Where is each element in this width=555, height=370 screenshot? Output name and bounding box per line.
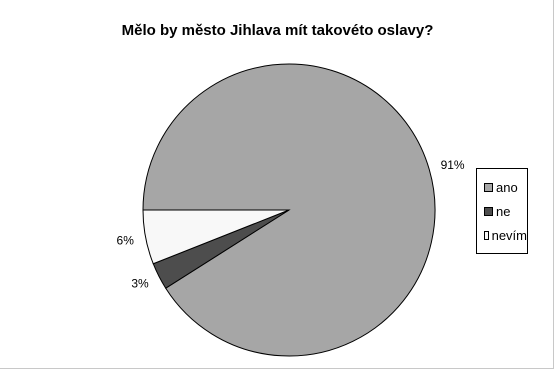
- chart-legend: ano ne nevím: [476, 168, 528, 254]
- chart-title: Mělo by město Jihlava mít takovéto oslav…: [121, 22, 434, 39]
- legend-swatch-ano: [484, 182, 493, 192]
- pct-label-ne: 3%: [131, 277, 149, 291]
- legend-swatch-nevim: [484, 230, 489, 240]
- legend-item-ne: ne: [484, 199, 527, 223]
- legend-label-ne: ne: [496, 203, 511, 219]
- legend-item-nevim: nevím: [484, 223, 527, 247]
- pie-slice-nevim: [142, 209, 290, 265]
- legend-label-ano: ano: [496, 179, 518, 195]
- legend-label-nevim: nevím: [491, 227, 527, 243]
- pct-label-nevim: 6%: [117, 233, 135, 247]
- pct-label-ano: 91%: [441, 158, 465, 172]
- legend-swatch-ne: [484, 206, 493, 216]
- legend-item-ano: ano: [484, 175, 527, 199]
